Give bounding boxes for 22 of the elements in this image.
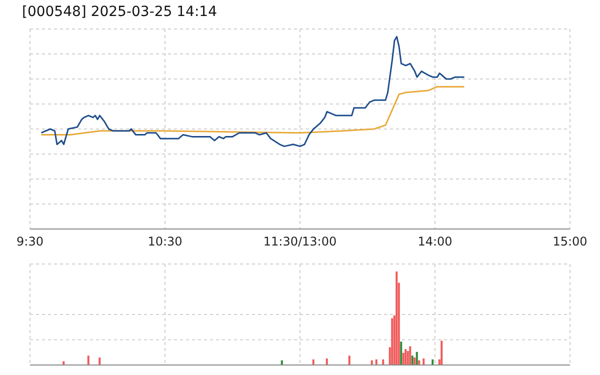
bar (409, 346, 412, 365)
bar (422, 358, 425, 365)
x-tick-label: 11:30/13:00 (263, 234, 337, 249)
x-tick-label: 9:30 (16, 234, 44, 249)
bar (391, 318, 394, 365)
bar (326, 358, 328, 365)
x-tick-label: 14:00 (418, 234, 452, 249)
bar (414, 358, 416, 365)
x-tick-label: 10:30 (148, 234, 182, 249)
chart-title: [000548] 2025-03-25 14:14 (22, 4, 217, 20)
bar (406, 350, 409, 365)
bar (416, 352, 418, 365)
bar (440, 340, 443, 365)
bar (396, 271, 398, 365)
bar (400, 342, 402, 365)
bar (411, 356, 414, 365)
bar (87, 356, 90, 365)
bar (348, 356, 350, 365)
x-tick-label: 15:00 (552, 234, 588, 249)
bar (402, 352, 404, 365)
bar (404, 349, 407, 365)
bar (98, 358, 101, 365)
